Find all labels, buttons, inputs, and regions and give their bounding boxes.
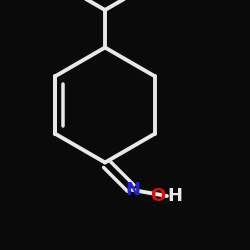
Text: O: O	[150, 187, 166, 205]
Text: H: H	[167, 187, 182, 205]
Text: N: N	[125, 181, 140, 199]
